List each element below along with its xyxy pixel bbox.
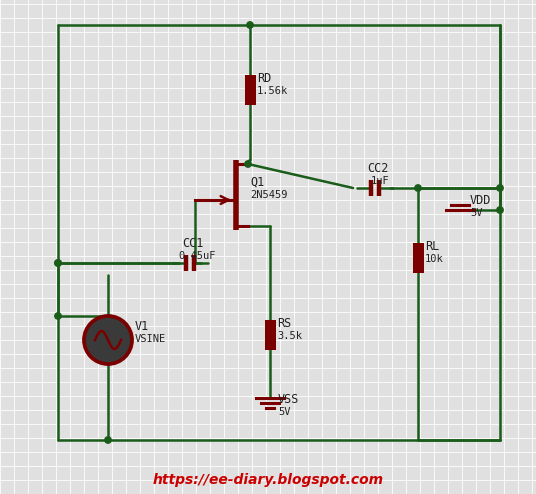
Circle shape xyxy=(497,185,503,191)
Text: https://ee-diary.blogspot.com: https://ee-diary.blogspot.com xyxy=(152,473,384,487)
Text: 1uF: 1uF xyxy=(371,176,390,186)
Text: RD: RD xyxy=(257,72,271,85)
Text: 10k: 10k xyxy=(425,254,444,264)
Text: 0.45uF: 0.45uF xyxy=(178,251,215,261)
Text: RL: RL xyxy=(425,240,439,253)
Circle shape xyxy=(55,260,61,266)
Circle shape xyxy=(84,316,132,364)
Circle shape xyxy=(105,437,111,443)
Bar xyxy=(264,320,276,350)
Text: 3.5k: 3.5k xyxy=(277,331,302,341)
Text: RS: RS xyxy=(277,317,291,330)
Text: 5V: 5V xyxy=(470,208,482,218)
Circle shape xyxy=(415,185,421,191)
Text: 2N5459: 2N5459 xyxy=(250,190,287,200)
Circle shape xyxy=(55,313,61,319)
Text: 1.56k: 1.56k xyxy=(257,86,288,96)
Text: CC2: CC2 xyxy=(367,162,389,175)
Text: VDD: VDD xyxy=(470,194,492,207)
Text: 5V: 5V xyxy=(278,407,291,417)
Bar xyxy=(413,243,423,273)
Circle shape xyxy=(497,207,503,213)
Circle shape xyxy=(245,161,251,167)
Text: VSINE: VSINE xyxy=(135,334,166,344)
Text: Q1: Q1 xyxy=(250,176,264,189)
Circle shape xyxy=(55,260,61,266)
Text: V1: V1 xyxy=(135,320,149,333)
Circle shape xyxy=(247,22,253,28)
Text: VSS: VSS xyxy=(278,393,300,406)
Bar xyxy=(244,75,256,105)
Text: CC1: CC1 xyxy=(182,237,203,250)
